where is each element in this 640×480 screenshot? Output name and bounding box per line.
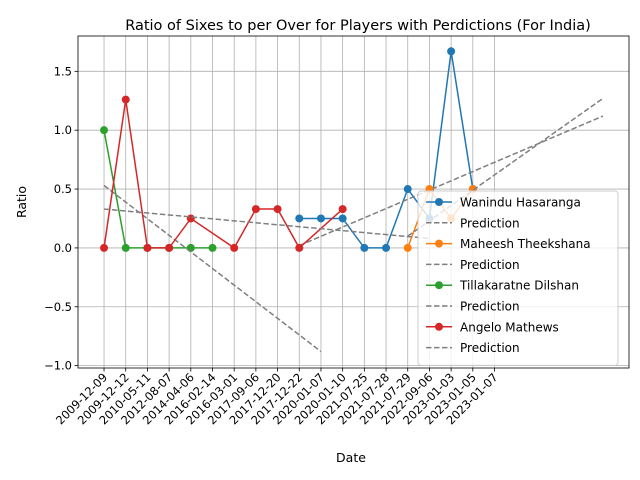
prediction-line (103, 208, 430, 240)
y-tick-label: −1.0 (44, 359, 72, 373)
data-point (208, 243, 217, 252)
data-point (230, 243, 239, 252)
chart-title: Ratio of Sixes to per Over for Players w… (125, 18, 591, 34)
legend-marker (435, 198, 443, 206)
series-line (103, 99, 344, 250)
y-tick-label: −0.5 (44, 300, 72, 314)
data-point (316, 214, 325, 223)
y-axis-label: Ratio (14, 186, 29, 218)
data-point (338, 214, 347, 223)
legend-label: Prediction (460, 216, 520, 230)
data-point (295, 214, 304, 223)
data-point (360, 243, 369, 252)
data-point (121, 95, 130, 104)
data-point (295, 243, 304, 252)
legend-label: Angelo Mathews (460, 320, 559, 334)
data-point (273, 205, 282, 214)
data-point (403, 185, 412, 194)
legend: Wanindu Hasaranga Prediction Maheesh Theek… (417, 190, 619, 366)
y-tick-label: 1.0 (54, 123, 72, 137)
legend-label: Prediction (460, 258, 520, 272)
legend-label: Maheesh Theekshana (460, 237, 591, 251)
data-point (143, 243, 152, 252)
data-point (165, 243, 174, 252)
data-point (447, 47, 456, 56)
legend-marker (435, 322, 443, 331)
legend-box (417, 190, 619, 366)
data-point (338, 205, 347, 214)
data-point (121, 243, 130, 252)
prediction-line (298, 115, 604, 247)
data-point (100, 126, 109, 135)
grid (78, 36, 629, 368)
x-axis-label: Date (336, 450, 366, 465)
data-point (403, 243, 412, 252)
data-point (100, 243, 109, 252)
legend-marker (435, 239, 443, 248)
legend-label: Prediction (460, 300, 520, 314)
plot-frame (77, 35, 630, 369)
data-point (186, 214, 195, 223)
legend-label: Tillakaratne Dilshan (459, 279, 579, 293)
y-tick-label: 0.5 (54, 182, 72, 196)
data-point (382, 243, 391, 252)
y-tick-label: 0.0 (54, 241, 72, 255)
y-tick-label: 1.5 (54, 64, 72, 78)
axes: 2009-12-092009-12-122010-05-112012-08-07… (44, 64, 501, 427)
legend-marker (435, 281, 443, 290)
legend-label: Wanindu Hasaranga (460, 196, 581, 210)
legend-label: Prediction (460, 341, 520, 355)
data-point (251, 205, 260, 214)
prediction-line (103, 184, 322, 353)
